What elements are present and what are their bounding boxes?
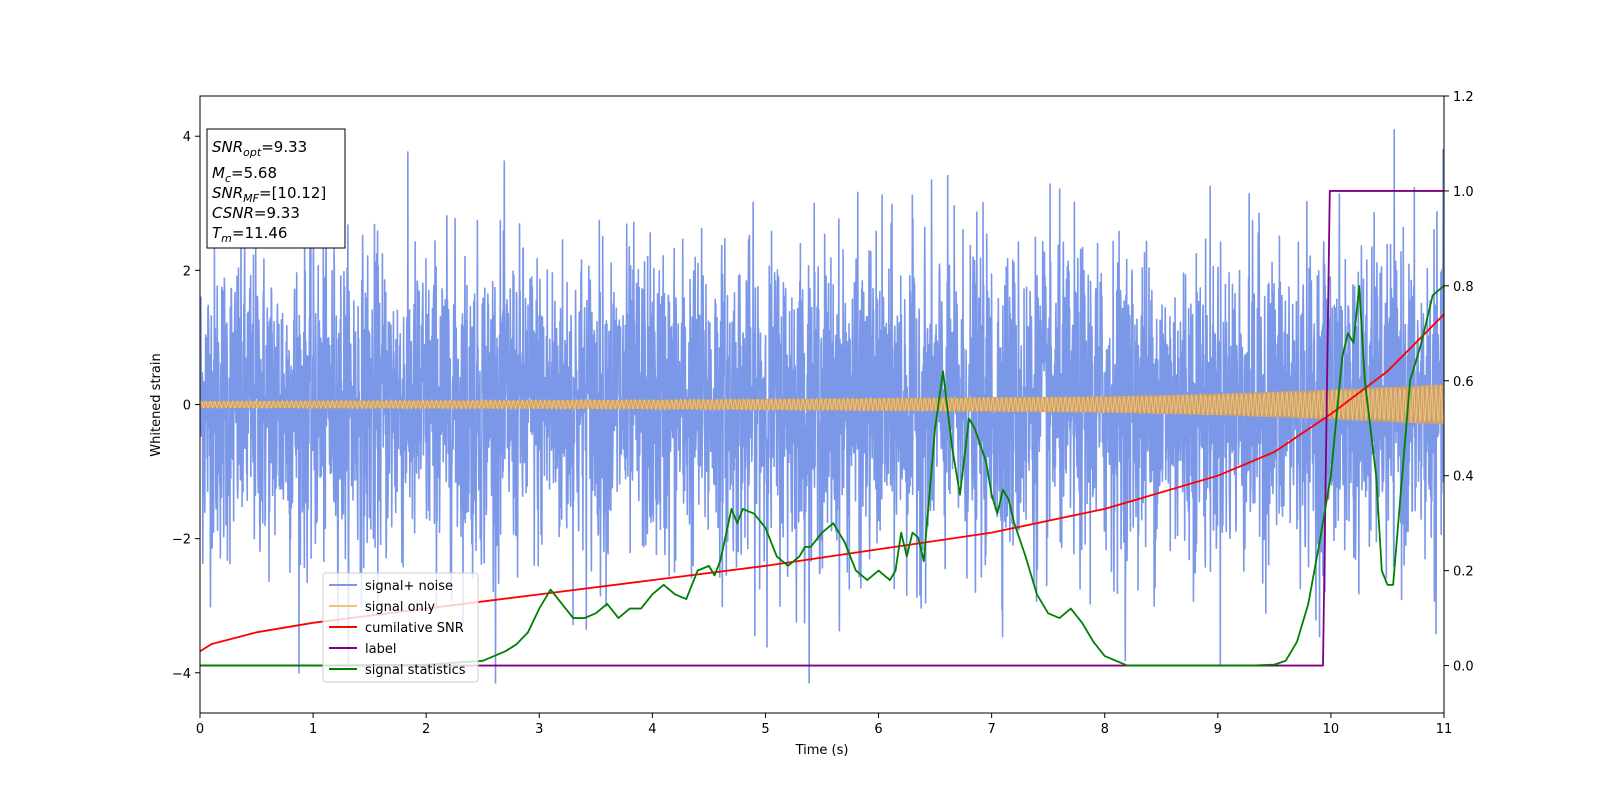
x-tick-label: 1 bbox=[309, 722, 317, 737]
x-axis-ticks: 0 1 2 3 4 5 6 7 8 9 10 11 bbox=[196, 713, 1452, 737]
signal-only-layer bbox=[200, 384, 1444, 425]
info-snr-mf-value: [10.12] bbox=[272, 184, 327, 202]
y-tick-label: 4 bbox=[183, 130, 191, 145]
y-tick-label: 0 bbox=[183, 399, 191, 414]
y2-tick-label: 0.4 bbox=[1453, 470, 1474, 485]
info-snr-mf: SNRMF=[10.12] bbox=[212, 184, 326, 205]
signal-noise-layer bbox=[200, 128, 1444, 684]
y2-tick-label: 0.6 bbox=[1453, 375, 1474, 390]
cumulative-snr-line bbox=[200, 313, 1444, 653]
info-csnr-value: 9.33 bbox=[267, 204, 300, 222]
legend-label-signal-only: signal only bbox=[365, 600, 435, 615]
y2-tick-label: 0.0 bbox=[1453, 660, 1474, 675]
signal-noise-line bbox=[200, 128, 1444, 684]
legend-label-label: label bbox=[365, 642, 396, 657]
y2-tick-label: 0.2 bbox=[1453, 565, 1474, 580]
info-csnr: CSNR=9.33 bbox=[212, 204, 300, 222]
info-snr-opt: SNRopt=9.33 bbox=[212, 138, 307, 159]
legend-label-signal-statistics: signal statistics bbox=[365, 663, 466, 678]
y-tick-label: 2 bbox=[183, 264, 191, 279]
y2-axis-ticks: 1.2 1.0 0.8 0.6 0.4 0.2 0.0 bbox=[1444, 90, 1474, 675]
info-box: SNRopt=9.33 Mc=5.68 SNRMF=[10.12] CSNR=9… bbox=[206, 128, 346, 249]
x-tick-label: 6 bbox=[874, 722, 882, 737]
y-tick-label: −4 bbox=[172, 667, 191, 682]
info-mc: Mc=5.68 bbox=[212, 164, 277, 185]
signal-statistics-line bbox=[200, 284, 1444, 667]
x-tick-label: 10 bbox=[1323, 722, 1340, 737]
y-axis-label: Whitened strain bbox=[149, 353, 164, 456]
signal-only-line bbox=[200, 384, 1444, 424]
info-mc-value: 5.68 bbox=[244, 164, 277, 182]
y2-tick-label: 0.8 bbox=[1453, 280, 1474, 295]
y-axis-ticks: 4 2 0 −2 −4 bbox=[172, 130, 200, 682]
x-tick-label: 4 bbox=[648, 722, 656, 737]
x-axis-label: Time (s) bbox=[795, 743, 849, 758]
legend: signal+ noise signal only cumilative SNR… bbox=[322, 572, 479, 683]
legend-label-signal-noise: signal+ noise bbox=[365, 579, 453, 594]
right-axis-lines-layer bbox=[200, 190, 1444, 667]
y2-tick-label: 1.0 bbox=[1453, 185, 1474, 200]
info-tm: Tm=11.46 bbox=[212, 224, 287, 245]
y2-tick-label: 1.2 bbox=[1453, 90, 1474, 105]
legend-label-cumulative-snr: cumilative SNR bbox=[365, 621, 464, 636]
info-tm-value: 11.46 bbox=[244, 224, 287, 242]
x-tick-label: 9 bbox=[1214, 722, 1222, 737]
x-tick-label: 5 bbox=[761, 722, 769, 737]
x-tick-label: 8 bbox=[1101, 722, 1109, 737]
legend-frame bbox=[322, 572, 479, 683]
label-line bbox=[200, 190, 1444, 667]
x-tick-label: 3 bbox=[535, 722, 543, 737]
info-snr-opt-value: 9.33 bbox=[274, 138, 307, 156]
x-tick-label: 0 bbox=[196, 722, 204, 737]
x-tick-label: 11 bbox=[1436, 722, 1453, 737]
y-tick-label: −2 bbox=[172, 533, 191, 548]
x-tick-label: 2 bbox=[422, 722, 430, 737]
info-box-frame bbox=[206, 128, 346, 249]
x-tick-label: 7 bbox=[987, 722, 995, 737]
